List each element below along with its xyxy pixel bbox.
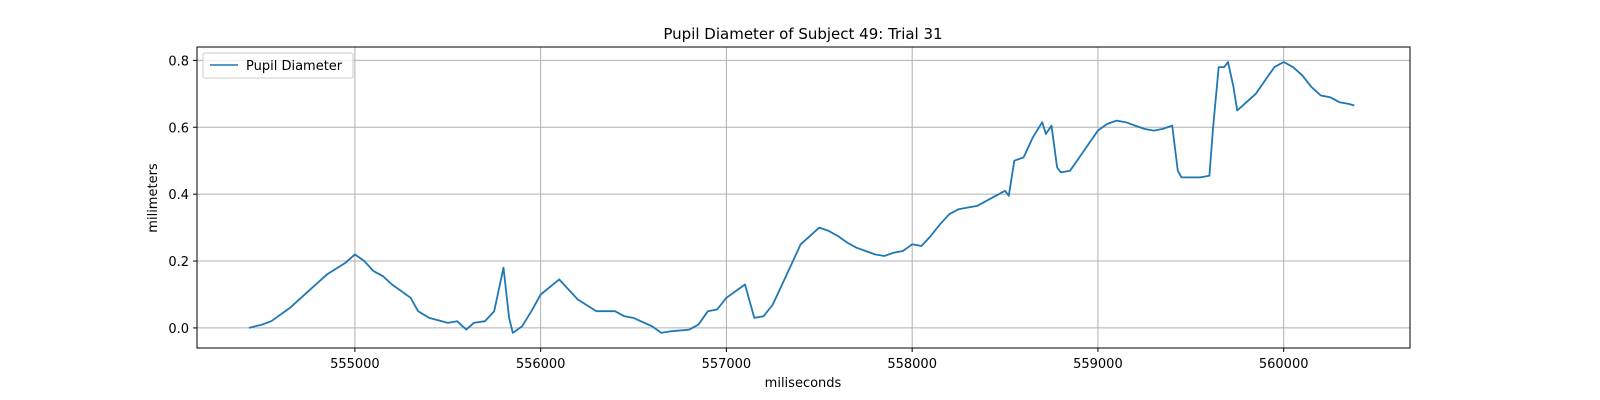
y-tick-label: 0.8 [168,54,189,69]
legend-box [202,52,354,79]
y-axis-label: milimeters [146,163,161,233]
x-tick-label: 558000 [887,357,937,372]
plot-frame [196,46,1411,349]
x-tick-label: 559000 [1073,357,1123,372]
x-tick-label: 555000 [330,357,380,372]
y-tick-label: 0.0 [168,322,189,337]
grid-lines [197,47,1410,348]
x-axis-label: miliseconds [765,376,842,391]
series-layer [248,61,1355,334]
chart-title: Pupil Diameter of Subject 49: Trial 31 [663,25,942,43]
y-axis-ticks: 0.0 0.2 0.4 0.6 0.8 [168,54,197,337]
x-tick-label: 557000 [702,357,752,372]
x-axis-ticks: 555000 556000 557000 558000 559000 560000 [330,348,1309,372]
plot-background [197,47,1410,348]
y-tick-label: 0.6 [168,121,189,136]
y-tick-label: 0.2 [168,255,189,270]
series-line-pupil-diameter [248,61,1355,334]
y-tick-label: 0.4 [168,188,189,203]
legend: Pupil Diameter [202,52,354,79]
legend-label-pupil-diameter: Pupil Diameter [246,59,343,74]
x-tick-label: 560000 [1259,357,1309,372]
x-tick-label: 556000 [516,357,566,372]
